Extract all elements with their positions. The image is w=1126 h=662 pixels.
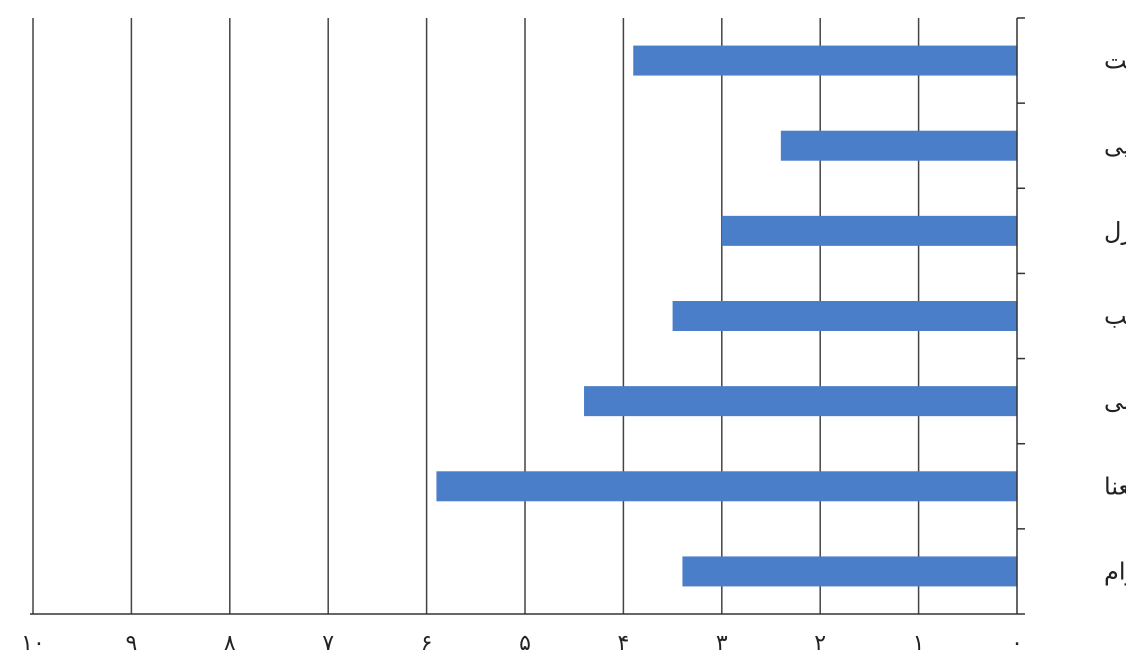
bar-3 (721, 215, 1017, 246)
x-tick-label-6: ۶ (421, 631, 433, 656)
bars (436, 45, 1017, 587)
x-tick-label-10: ۱۰ (21, 631, 45, 656)
x-tick-label-2: ۲ (814, 631, 826, 656)
bar-2 (780, 130, 1017, 161)
bar-7 (682, 556, 1017, 587)
x-tick-label-7: ۷ (322, 631, 334, 656)
x-tick-label-5: ۵ (519, 631, 531, 656)
grid-lines (32, 18, 920, 614)
category-label-7: دوام (1104, 557, 1126, 585)
category-label-5: دسترسی (1104, 387, 1126, 415)
category-labels: عدالت کارایی کنترل تناسب دسترسی معنا دوام (1104, 47, 1126, 586)
x-tick-label-0: ۰ (1011, 631, 1023, 656)
x-tick-label-1: ۱ (913, 631, 925, 656)
x-tick-label-9: ۹ (125, 631, 137, 656)
x-tick-label-8: ۸ (224, 631, 236, 656)
axes (30, 17, 1025, 615)
bar-4 (672, 301, 1017, 331)
x-tick-label-4: ۴ (617, 631, 629, 656)
category-label-6: معنا (1104, 472, 1126, 500)
category-label-3: کنترل (1104, 217, 1126, 245)
bar-6 (436, 471, 1017, 502)
bar-5 (584, 386, 1017, 417)
x-tick-labels: ۰ ۱ ۲ ۳ ۴ ۵ ۶ ۷ ۸ ۹ ۱۰ (21, 631, 1023, 656)
x-tick-label-3: ۳ (716, 631, 728, 656)
category-label-2: کارایی (1104, 132, 1126, 160)
category-label-1: عدالت (1104, 47, 1126, 75)
bar-1 (633, 45, 1017, 76)
category-label-4: تناسب (1104, 302, 1126, 330)
